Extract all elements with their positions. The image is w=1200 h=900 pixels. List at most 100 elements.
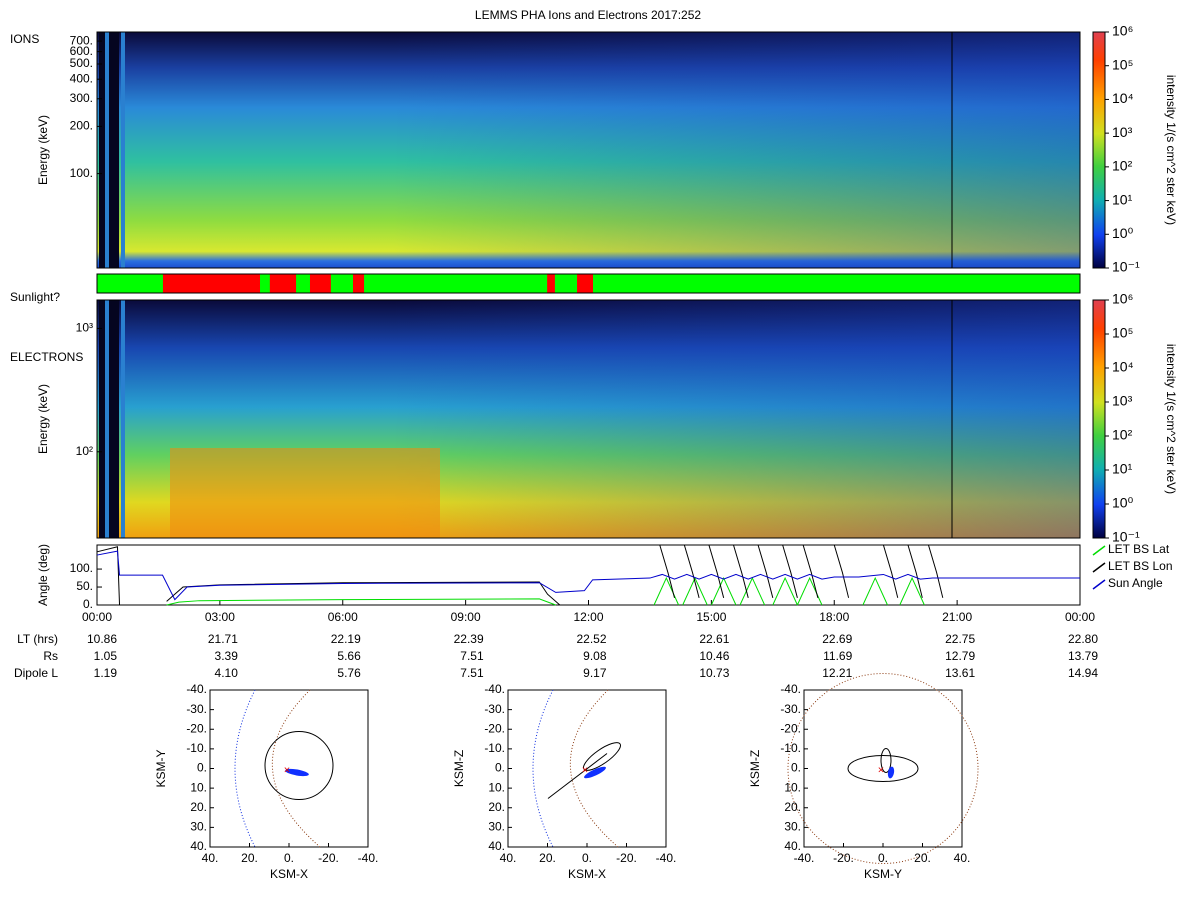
legend-swatch bbox=[1092, 579, 1106, 590]
plot-frame bbox=[96, 544, 1081, 606]
y-tick-label: 40. bbox=[784, 839, 801, 853]
colorbar-tick-label: 10² bbox=[1112, 427, 1133, 443]
spectrogram-shade bbox=[97, 32, 1080, 268]
y-tick-label: -20. bbox=[484, 721, 505, 735]
colorbar-tick-label: 10⁰ bbox=[1112, 225, 1134, 241]
y-tick-label: -30. bbox=[780, 702, 801, 716]
ephemeris-value: 11.69 bbox=[823, 649, 852, 663]
y-tick-label: 30. bbox=[784, 820, 801, 834]
ephemeris-value: 3.39 bbox=[215, 649, 239, 663]
x-tick-label: 21:00 bbox=[942, 610, 972, 624]
y-tick-label: 10³ bbox=[76, 321, 93, 335]
y-tick-label: -20. bbox=[186, 721, 207, 735]
y-tick-label: 20. bbox=[488, 800, 505, 814]
plot-frame bbox=[96, 299, 1081, 539]
y-tick-label: 0. bbox=[197, 761, 207, 775]
data-gap bbox=[121, 300, 125, 538]
ephemeris-value: 9.17 bbox=[583, 666, 607, 680]
y-axis-label: Angle (deg) bbox=[36, 544, 50, 606]
x-axis-label: KSM-Y bbox=[864, 867, 902, 881]
y-tick-label: 600. bbox=[70, 44, 93, 58]
trajectory bbox=[285, 768, 309, 777]
start-marker: × bbox=[284, 764, 290, 776]
trajectory bbox=[584, 766, 606, 779]
x-axis-label: KSM-X bbox=[270, 867, 308, 881]
colorbar-tick-label: 10⁶ bbox=[1112, 23, 1133, 39]
colorbar-tick-label: 10⁵ bbox=[1112, 325, 1133, 341]
ephemeris-value: 10.86 bbox=[87, 632, 117, 646]
ephemeris-value: 5.76 bbox=[337, 666, 361, 680]
y-tick-label: -10. bbox=[484, 741, 505, 755]
orbit-frame bbox=[803, 689, 963, 848]
ephemeris-value: 13.79 bbox=[1068, 649, 1098, 663]
y-tick-label: 40. bbox=[488, 839, 505, 853]
y-axis-label: Energy (keV) bbox=[36, 115, 50, 185]
ephemeris-value: 12.21 bbox=[822, 666, 852, 680]
x-tick-label: -20. bbox=[833, 851, 854, 865]
panel-label: Sunlight? bbox=[10, 290, 60, 304]
colorbar bbox=[1092, 299, 1106, 539]
x-tick-label: 40. bbox=[954, 851, 971, 865]
ephemeris-value: 22.19 bbox=[331, 632, 361, 646]
data-gap bbox=[105, 300, 109, 538]
y-tick-label: 0. bbox=[83, 597, 93, 611]
y-tick-label: -20. bbox=[780, 721, 801, 735]
y-axis-label: KSM-Z bbox=[452, 750, 466, 787]
ephemeris-value: 7.51 bbox=[460, 649, 484, 663]
figure-title: LEMMS PHA Ions and Electrons 2017:252 bbox=[475, 8, 701, 22]
x-tick-label: -40. bbox=[794, 851, 815, 865]
x-tick-label: 0. bbox=[582, 851, 592, 865]
y-tick-label: 100. bbox=[70, 561, 93, 575]
x-tick-label: 20. bbox=[241, 851, 258, 865]
ephemeris-value: 13.61 bbox=[945, 666, 975, 680]
orbit-path bbox=[880, 748, 892, 773]
legend-label: LET BS Lon bbox=[1108, 559, 1173, 573]
series-line bbox=[96, 550, 1080, 601]
y-axis-label: KSM-Z bbox=[748, 750, 762, 787]
y-tick-label: 0. bbox=[495, 761, 505, 775]
magnetopause bbox=[569, 689, 619, 848]
x-axis-label: KSM-X bbox=[568, 867, 606, 881]
y-tick-label: 10. bbox=[784, 780, 801, 794]
series-line bbox=[96, 544, 944, 606]
legend-swatch bbox=[1092, 545, 1106, 556]
y-tick-label: 10. bbox=[190, 780, 207, 794]
plot-frame bbox=[96, 31, 1081, 269]
y-tick-label: -40. bbox=[186, 682, 207, 696]
colorbar-tick-label: 10³ bbox=[1112, 124, 1133, 140]
ephemeris-value: 22.61 bbox=[699, 632, 729, 646]
colorbar-tick-label: 10² bbox=[1112, 158, 1133, 174]
shadow-interval bbox=[162, 274, 261, 293]
colorbar-tick-label: 10⁴ bbox=[1112, 90, 1134, 106]
y-tick-label: 500. bbox=[70, 56, 93, 70]
x-tick-label: -40. bbox=[358, 851, 379, 865]
spectrogram-hot bbox=[170, 448, 440, 538]
y-tick-label: 20. bbox=[784, 800, 801, 814]
ephemeris-value: 9.08 bbox=[583, 649, 607, 663]
y-tick-label: -30. bbox=[484, 702, 505, 716]
y-tick-label: 300. bbox=[70, 91, 93, 105]
x-tick-label: 40. bbox=[202, 851, 219, 865]
y-tick-label: -40. bbox=[780, 682, 801, 696]
shadow-interval bbox=[547, 274, 555, 293]
ephemeris-value: 10.46 bbox=[699, 649, 729, 663]
y-tick-label: 0. bbox=[791, 761, 801, 775]
colorbar-tick-label: 10⁻¹ bbox=[1112, 529, 1140, 545]
y-tick-label: -10. bbox=[186, 741, 207, 755]
data-gap bbox=[105, 32, 109, 268]
ephemeris-value: 12.79 bbox=[945, 649, 975, 663]
y-tick-label: 10² bbox=[76, 444, 93, 458]
y-tick-label: -40. bbox=[484, 682, 505, 696]
colorbar-label: intensity 1/(s cm^2 ster keV) bbox=[1164, 344, 1178, 494]
ephemeris-value: 22.39 bbox=[454, 632, 484, 646]
ephemeris-value: 22.52 bbox=[576, 632, 606, 646]
orbit-frame bbox=[209, 689, 369, 848]
x-tick-label: -20. bbox=[318, 851, 339, 865]
colorbar-label: intensity 1/(s cm^2 ster keV) bbox=[1164, 75, 1178, 225]
y-tick-label: 400. bbox=[70, 71, 93, 85]
y-tick-label: 10. bbox=[488, 780, 505, 794]
ephemeris-label: Dipole L bbox=[14, 666, 58, 680]
y-tick-label: 200. bbox=[70, 119, 93, 133]
start-marker: × bbox=[878, 764, 884, 776]
